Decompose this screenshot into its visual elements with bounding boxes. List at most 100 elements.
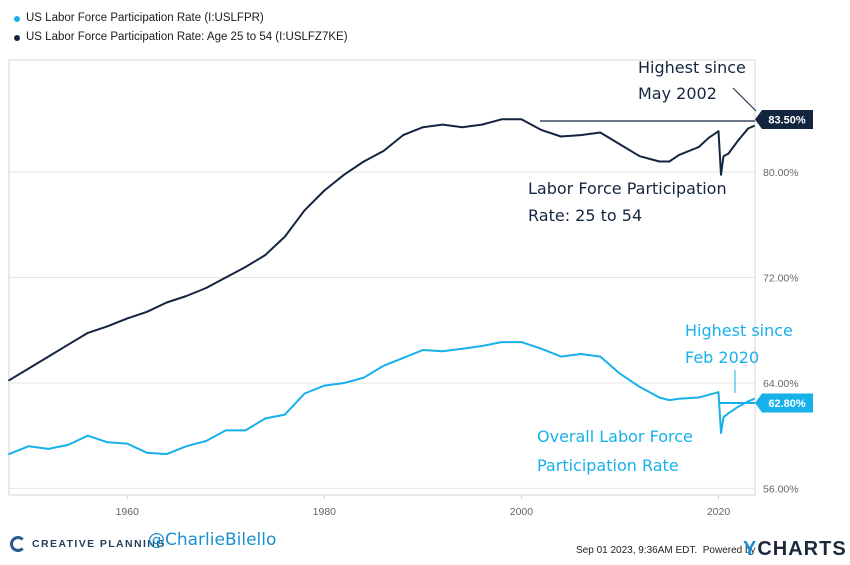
footer: CREATIVE PLANNING @CharlieBilello Sep 01…: [0, 528, 850, 565]
prime-value-badge: 83.50%: [755, 110, 813, 129]
timestamp: Sep 01 2023, 9:36AM EDT. Powered by: [576, 545, 756, 556]
overall-point: [720, 432, 722, 434]
overall-point: [244, 429, 247, 432]
overall-point: [737, 405, 740, 408]
prime-age-point: [67, 343, 70, 346]
overall-value-text: 62.80%: [768, 398, 806, 410]
prime-age-point: [224, 276, 227, 279]
prime-age-point: [678, 154, 681, 156]
prime-age-point: [481, 123, 483, 126]
prime-age-point: [165, 301, 168, 304]
overall-point: [461, 347, 464, 350]
creative-planning-logo-icon: [10, 536, 26, 552]
legend-item-overall[interactable]: US Labor Force Participation Rate (I:USL…: [14, 9, 348, 28]
prime-age-point: [47, 355, 50, 358]
overall-point: [126, 442, 129, 445]
prime-age-point: [244, 266, 247, 268]
overall-point: [382, 364, 385, 367]
legend-dot-icon: [14, 34, 20, 41]
overall-point: [678, 397, 681, 400]
overall-point: [658, 396, 661, 399]
overall-point: [668, 399, 671, 401]
prime-age-point: [264, 254, 267, 256]
prime-age-point: [619, 143, 621, 146]
overall-point: [717, 391, 720, 394]
overall-point: [303, 392, 306, 395]
prime-age-point: [421, 126, 424, 129]
prime-age-point: [727, 152, 730, 155]
overall-point: [284, 413, 286, 416]
overall-point: [86, 434, 89, 437]
prime-age-point: [599, 131, 602, 134]
series-lines: [8, 118, 755, 456]
overall-point: [520, 341, 523, 343]
prime-age-point: [707, 136, 710, 139]
overall-point: [619, 372, 621, 375]
y-axis-ticks: 56.00% 64.00% 72.00% 80.00%: [763, 167, 799, 495]
overall-point: [323, 384, 326, 387]
x-tick-label: 1980: [313, 506, 337, 518]
prime-series-label-2: Rate: 25 to 54: [528, 206, 642, 225]
overall-point: [599, 355, 602, 358]
prime-age-point: [717, 130, 720, 133]
overall-point: [362, 376, 365, 379]
prime-age-point: [343, 173, 345, 176]
prime-age-point: [579, 134, 582, 137]
prime-age-point: [720, 173, 722, 176]
overall-point: [727, 412, 730, 415]
prime-age-point: [8, 379, 10, 382]
overall-point: [67, 444, 70, 446]
overall-point: [697, 396, 700, 399]
prime-age-point: [284, 235, 286, 238]
creative-planning-logo: CREATIVE PLANNING: [10, 536, 166, 552]
gridlines: [9, 171, 755, 489]
overall-point: [343, 382, 345, 384]
legend-item-prime-age[interactable]: US Labor Force Participation Rate: Age 2…: [14, 28, 348, 47]
overall-point: [481, 345, 483, 347]
overall-point: [264, 417, 267, 420]
overall-point: [500, 341, 503, 343]
y-tick-label: 64.00%: [763, 378, 799, 390]
y-tick-label: 80.00%: [763, 167, 799, 179]
x-axis-ticks: 1960 1980 2000 2020: [116, 495, 731, 518]
prime-age-point: [362, 160, 365, 163]
prime-age-point: [146, 310, 148, 313]
legend: US Labor Force Participation Rate (I:USL…: [14, 9, 348, 47]
prime-age-point: [441, 123, 444, 126]
prime-age-point: [697, 146, 700, 148]
overall-value-badge: 62.80%: [755, 393, 813, 413]
x-tick-label: 2020: [707, 506, 731, 518]
overall-point: [106, 441, 109, 444]
x-tick-label: 2000: [510, 506, 534, 518]
author-handle: @CharlieBilello: [148, 530, 277, 550]
prime-pointer-line: [732, 87, 757, 112]
overall-series-label-1: Overall Labor Force: [537, 427, 693, 446]
overall-point: [146, 451, 148, 454]
prime-value-text: 83.50%: [768, 115, 806, 127]
overall-point: [224, 429, 227, 432]
prime-age-point: [185, 295, 188, 297]
legend-dot-icon: [14, 15, 20, 22]
overall-point: [722, 416, 725, 419]
prime-age-point: [303, 209, 306, 212]
prime-age-point: [747, 127, 750, 130]
chart-area: 56.00% 64.00% 72.00% 80.00% 1960 1980 2000 202…: [8, 58, 813, 518]
prime-highest-text-1: Highest since: [638, 58, 746, 77]
overall-point: [47, 447, 50, 450]
prime-age-point: [106, 325, 109, 328]
overall-point: [421, 349, 424, 351]
y-tick-label: 56.00%: [763, 483, 799, 495]
overall-point: [747, 400, 750, 403]
prime-age-point: [323, 189, 326, 192]
overall-point: [638, 386, 641, 388]
prime-age-point: [86, 331, 89, 334]
prime-age-series-line: [8, 118, 755, 382]
overall-highest-text-1: Highest since: [685, 321, 793, 340]
prime-age-point: [638, 155, 641, 158]
overall-point: [559, 355, 562, 358]
prime-age-point: [520, 118, 523, 121]
overall-point: [205, 440, 207, 442]
overall-point: [441, 350, 444, 353]
prime-age-point: [500, 118, 503, 121]
overall-highest-text-2: Feb 2020: [685, 348, 759, 367]
